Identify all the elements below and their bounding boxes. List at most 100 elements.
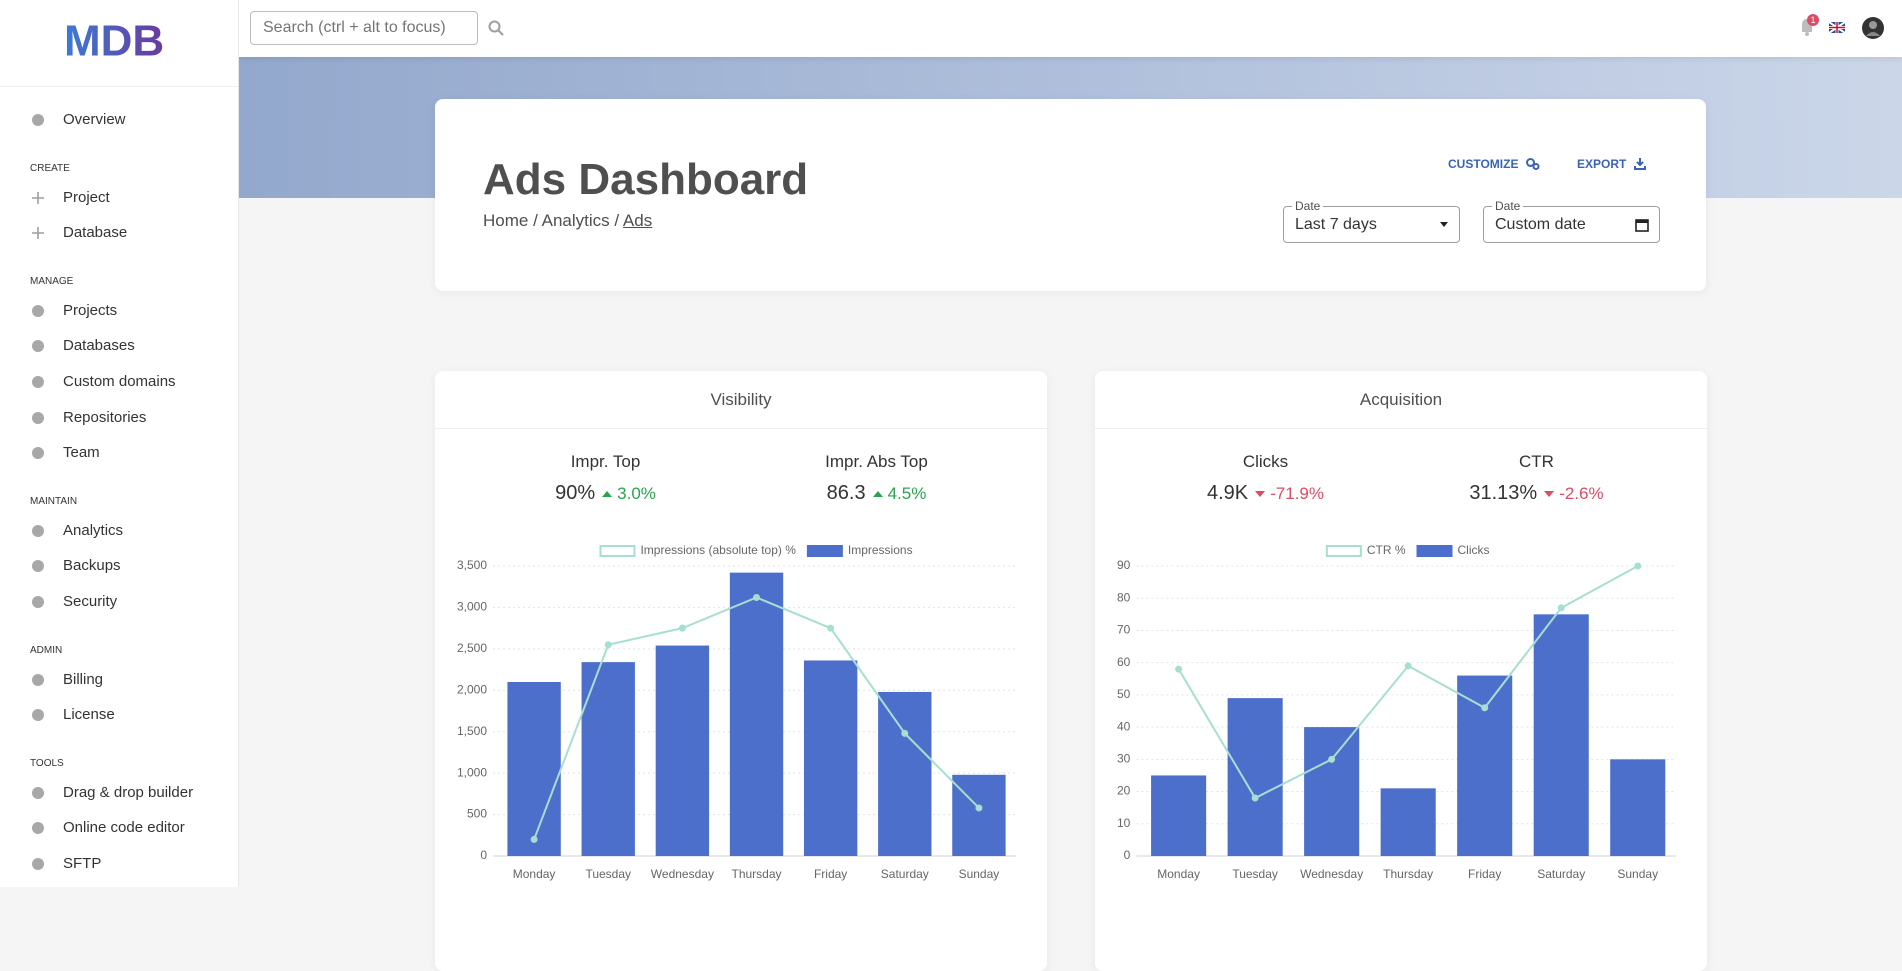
customize-button[interactable]: CUSTOMIZE — [1448, 157, 1540, 171]
export-button[interactable]: EXPORT — [1577, 157, 1647, 171]
x-tick-label: Sunday — [1617, 867, 1658, 881]
nav-icon — [32, 524, 44, 537]
nav-icon — [32, 822, 44, 835]
icon-shape — [32, 673, 44, 686]
nav-section-title: MANAGE — [30, 275, 74, 287]
y-tick-label: 0 — [480, 848, 487, 862]
field-label: Date — [1292, 199, 1324, 213]
nav-item[interactable]: License — [0, 697, 238, 733]
breadcrumb-link[interactable]: Home — [483, 211, 529, 230]
legend: Impressions (absolute top) % Impressions — [599, 543, 913, 557]
nav-item[interactable]: Repositories — [0, 400, 238, 436]
stat-change: -2.6% — [1559, 484, 1604, 503]
nav-item[interactable]: Project — [0, 180, 238, 216]
logo[interactable]: MDB — [60, 18, 180, 66]
x-tick-label: Saturday — [1537, 867, 1585, 881]
breadcrumb-current[interactable]: Ads — [622, 211, 653, 230]
stat-change: -71.9% — [1270, 484, 1325, 503]
date-input[interactable]: Date Custom date — [1483, 199, 1660, 243]
bar — [803, 660, 858, 856]
nav-item[interactable]: Projects — [0, 293, 238, 329]
y-tick-label: 2,500 — [457, 641, 487, 655]
y-tick-label: 1,000 — [457, 765, 487, 779]
nav-section-title: TOOLS — [30, 757, 64, 769]
nav-item[interactable]: Custom domains — [0, 364, 238, 400]
line-point — [1175, 665, 1183, 673]
bar — [581, 662, 635, 856]
icon-shape — [32, 595, 44, 608]
calendar-icon — [1635, 219, 1649, 232]
nav-item[interactable]: Overview — [0, 102, 238, 138]
nav-item[interactable]: Drag & drop builder — [0, 775, 238, 811]
notifications[interactable]: 1 — [1798, 14, 1820, 38]
nav-item[interactable]: Database — [0, 215, 238, 251]
legend-label[interactable]: Impressions — [848, 543, 913, 557]
language-flag[interactable] — [1829, 22, 1845, 33]
search-input[interactable]: Search (ctrl + alt to focus) — [250, 11, 478, 45]
avatar[interactable] — [1861, 16, 1885, 40]
nav-item[interactable]: Billing — [0, 662, 238, 698]
arrow-shape — [1544, 491, 1555, 497]
nav-section-title: CREATE — [30, 162, 70, 174]
stat-value: 90% — [555, 482, 596, 504]
bar — [1151, 775, 1207, 856]
y-tick-label: 3,000 — [457, 600, 487, 614]
legend-swatch — [1325, 545, 1362, 557]
nav-icon — [32, 673, 44, 686]
nav-item[interactable]: Team — [0, 435, 238, 471]
legend-label[interactable]: Impressions (absolute top) % — [640, 543, 796, 557]
x-tick-label: Thursday — [732, 867, 782, 881]
nav-item[interactable]: Security — [0, 584, 238, 620]
trend-arrow — [602, 491, 613, 497]
select-arrow — [1440, 222, 1448, 227]
chart: 0 500 1,000 1,500 2,000 2,500 3,000 3,500 Monday… — [457, 543, 1016, 881]
nav-item[interactable]: Backups — [0, 548, 238, 584]
bar — [1304, 727, 1360, 856]
icon-shape — [32, 114, 44, 126]
stat-value-row: 4.9K -71.9% — [1130, 478, 1401, 509]
nav-icon — [32, 786, 44, 799]
icon-shape — [32, 560, 44, 573]
breadcrumb-link[interactable]: Analytics — [541, 211, 610, 230]
nav: Overview CREATE Project Database MANAGE Proje… — [0, 102, 238, 882]
nav-icon — [32, 114, 44, 126]
bar — [655, 645, 710, 856]
search-icon[interactable] — [488, 20, 504, 36]
y-tick-label: 3,500 — [457, 558, 487, 572]
y-tick-label: 1,500 — [457, 724, 487, 738]
line-point — [975, 804, 983, 812]
icon-shape — [32, 786, 44, 799]
nav-icon — [32, 340, 44, 353]
stat-change: 4.5% — [887, 484, 927, 503]
legend-label[interactable]: Clicks — [1458, 543, 1490, 557]
icon-shape — [32, 227, 44, 240]
nav-item[interactable]: SFTP — [0, 846, 238, 882]
y-tick-label: 80 — [1117, 590, 1131, 604]
nav-icon — [32, 227, 44, 240]
field-value: Last 7 days — [1295, 216, 1377, 233]
bar — [1533, 614, 1589, 856]
nav-section-title: MAINTAIN — [30, 495, 78, 507]
bar — [507, 682, 561, 856]
notification-badge: 1 — [1810, 15, 1815, 25]
nav-item[interactable]: Databases — [0, 328, 238, 364]
stat-value-row: 86.3 4.5% — [741, 478, 1012, 509]
trend-arrow — [872, 491, 883, 497]
sidebar: MDB Overview CREATE Project Database MANAGE P… — [0, 0, 239, 887]
trend-arrow — [1255, 491, 1266, 497]
arrow-shape — [602, 491, 613, 497]
stat-change: 3.0% — [617, 484, 656, 503]
x-tick-label: Tuesday — [1232, 867, 1278, 881]
nav-item[interactable]: Analytics — [0, 513, 238, 549]
line-point — [1481, 704, 1489, 712]
date-select[interactable]: Date Last 7 days — [1283, 199, 1460, 243]
nav-icon — [32, 709, 44, 722]
line-point — [604, 641, 612, 649]
nav-icon — [32, 595, 44, 608]
nav-item[interactable]: Online code editor — [0, 810, 238, 846]
legend-label[interactable]: CTR % — [1367, 543, 1406, 557]
download-icon — [1634, 158, 1647, 170]
nav-icon — [32, 411, 44, 424]
icon-shape — [32, 857, 44, 870]
arrow-shape — [1255, 491, 1266, 497]
